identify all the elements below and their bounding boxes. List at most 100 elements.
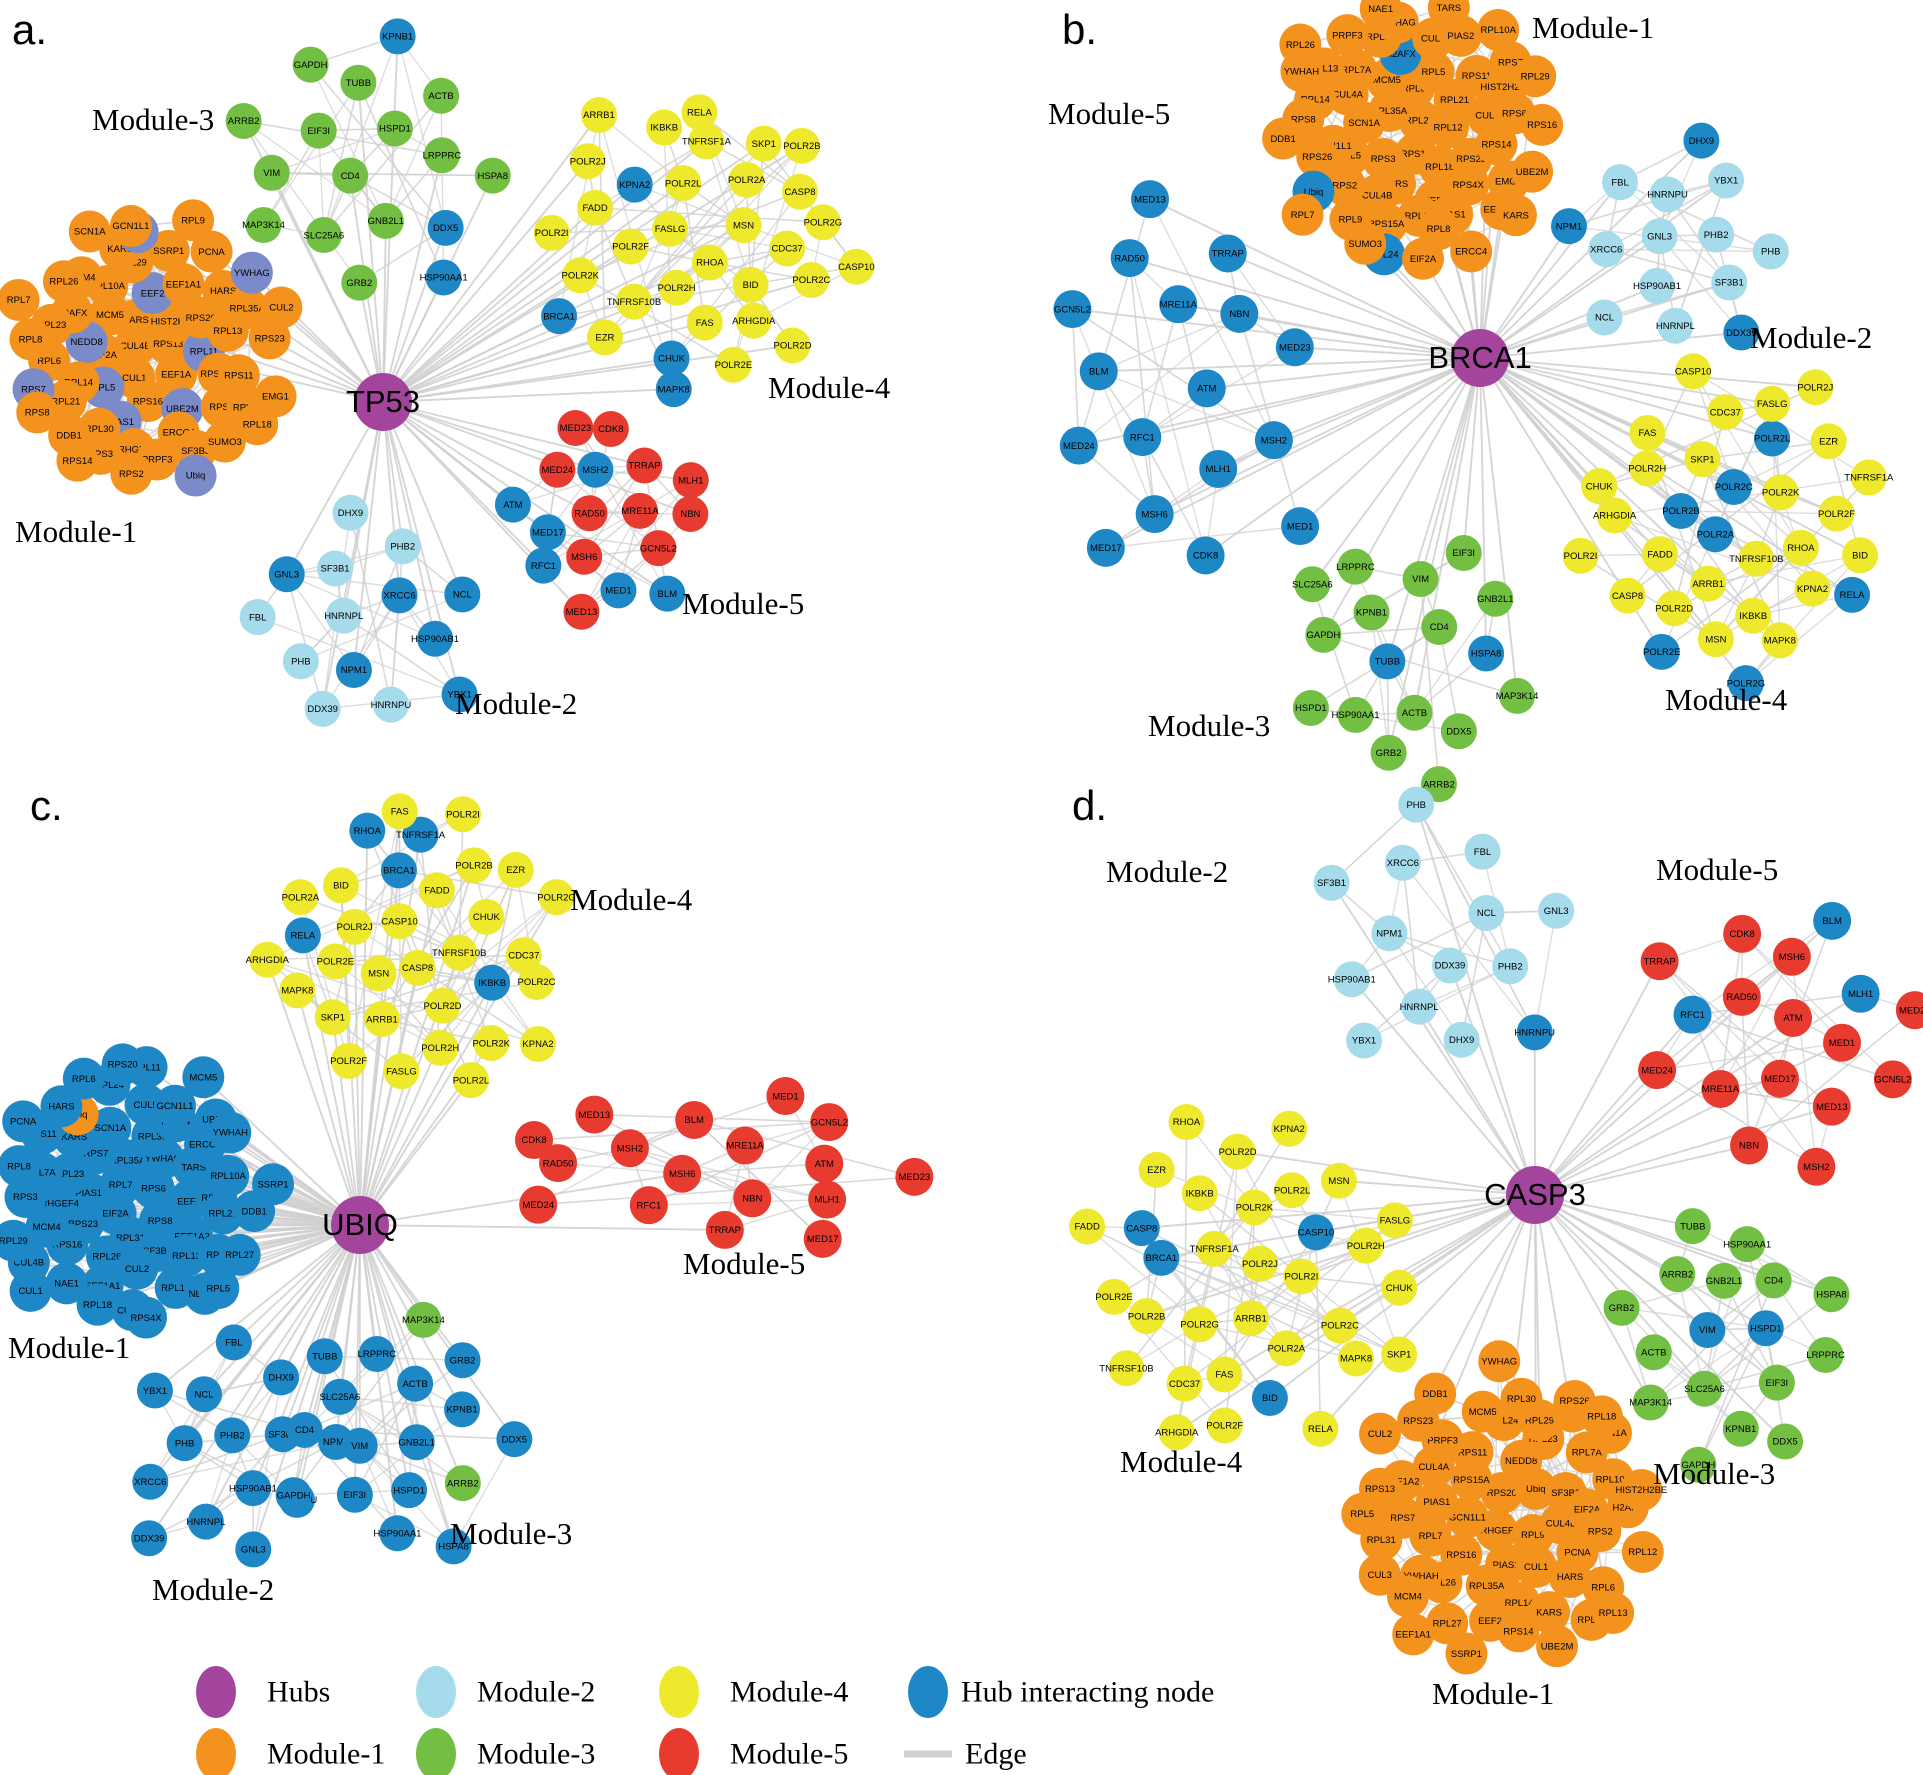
node-YWHAH: YWHAH [209, 1111, 252, 1154]
node-BID: BID [1251, 1379, 1288, 1416]
node-RPS14: RPS14 [1497, 1610, 1540, 1653]
hub-circle-UBIQ [331, 1196, 389, 1254]
node-circle-MED1 [1823, 1023, 1862, 1062]
node-circle-MSN [1697, 621, 1734, 658]
edge [1402, 862, 1536, 1033]
edge [594, 1113, 753, 1199]
node-circle-GNB2L1 [1705, 1262, 1742, 1299]
node-HSP90AA1: HSP90AA1 [373, 1515, 421, 1552]
node-circle-CDK8 [592, 411, 629, 448]
node-circle-FADD [1642, 536, 1679, 573]
node-circle-CUL3 [1358, 1553, 1401, 1596]
node-POLR2K: POLR2K [472, 1025, 511, 1062]
node-label-RPS23: RPS23 [255, 334, 285, 345]
node-label-BRCA1: BRCA1 [1146, 1253, 1178, 1264]
node-circle-DDX5 [1767, 1423, 1804, 1460]
node-DDB1: DDB1 [1414, 1372, 1457, 1415]
node-circle-KPNB1 [444, 1391, 481, 1428]
hub-edge [252, 1224, 361, 1550]
edge [271, 172, 493, 177]
node-label-RPS15A: RPS15A [1453, 1475, 1490, 1486]
node-label-CUL4B: CUL4B [120, 341, 151, 352]
node-circle-MED23 [557, 410, 594, 447]
legend-label-module-2: Module-2 [477, 1676, 595, 1709]
node-label-IKBKB: IKBKB [1739, 611, 1767, 622]
node-PHB2: PHB2 [1698, 216, 1735, 253]
node-DDX5: DDX5 [1767, 1423, 1804, 1460]
hub-edge [1149, 198, 1481, 359]
node-circle-RPL7 [1281, 193, 1324, 236]
node-circle-FBL [239, 599, 276, 636]
node-POLR2C: POLR2C [792, 262, 831, 299]
edge [633, 179, 748, 303]
node-BID: BID [1842, 537, 1879, 574]
edge [1659, 960, 1833, 1108]
hub-edge [1227, 252, 1481, 359]
legend-swatch-module3 [416, 1728, 456, 1775]
node-label-EZR: EZR [1147, 1165, 1166, 1176]
node-SCN1A: SCN1A [89, 1106, 132, 1149]
node-circle-RPL7A [1335, 48, 1378, 91]
node-circle-MAP3K14 [1632, 1384, 1669, 1421]
node-circle-BID [1842, 537, 1879, 574]
node-circle-RPL5 [1341, 1492, 1384, 1535]
node-circle-NBN [1220, 294, 1259, 333]
node-label-MSH6: MSH6 [1779, 952, 1805, 963]
node-MLH1: MLH1 [1199, 449, 1238, 488]
node-circle-EIF3I [1445, 535, 1482, 572]
node-label-GRB2: GRB2 [346, 278, 372, 289]
edge [1746, 1243, 1827, 1356]
node-label-PHB: PHB [1406, 800, 1426, 811]
edge [252, 1377, 282, 1550]
node-label-RPL13: RPL13 [213, 326, 242, 337]
edge [262, 130, 320, 226]
hub-edge [1237, 1150, 1536, 1196]
node-circle-POLR2K [1236, 1189, 1273, 1226]
node-label-CHUK: CHUK [473, 912, 501, 923]
edge [633, 145, 803, 303]
edge [1580, 555, 1717, 640]
node-circle-CDC37 [1707, 394, 1744, 431]
node-POLR2H: POLR2H [421, 1029, 459, 1066]
node-label-TNFRSF1A: TNFRSF1A [1190, 1244, 1240, 1255]
node-label-POLR2C: POLR2C [518, 977, 556, 988]
node-label-MRE11A: MRE11A [1702, 1084, 1740, 1095]
node-circle-PHB2 [1698, 216, 1735, 253]
node-DDX5: DDX5 [1440, 713, 1477, 750]
node-GNL3: GNL3 [1538, 892, 1575, 929]
node-label-RPL5: RPL5 [1350, 1509, 1374, 1520]
node-circle-CDK8 [515, 1121, 554, 1160]
node-RPS20: RPS20 [101, 1043, 144, 1086]
node-TUBB: TUBB [340, 64, 377, 101]
node-label-MLH1: MLH1 [1206, 464, 1231, 475]
node-FASLG: FASLG [383, 1053, 420, 1090]
node-RPS16: RPS16 [1521, 103, 1564, 146]
node-label-MCM5: MCM5 [1469, 1407, 1497, 1418]
hub-edge [1141, 1194, 1536, 1230]
edge [1072, 308, 1275, 441]
node-circle-IKBKB [646, 109, 683, 146]
node-label-TRRAP: TRRAP [709, 1225, 741, 1236]
node-label-TRRAP: TRRAP [1643, 956, 1675, 967]
node-label-GNL3: GNL3 [274, 569, 299, 580]
node-RHOA: RHOA [1782, 529, 1819, 566]
node-label-POLR2G: POLR2G [1727, 678, 1766, 689]
node-label-CD4: CD4 [295, 1425, 314, 1436]
node-circle-POLR2F [1206, 1407, 1243, 1444]
node-DDX39: DDX39 [304, 690, 341, 727]
node-circle-MRE11A [621, 492, 658, 529]
edge [458, 814, 464, 953]
node-label-DDX39: DDX39 [1435, 961, 1466, 972]
node-POLR2B: POLR2B [783, 127, 821, 164]
node-RPL5: RPL5 [197, 1267, 240, 1310]
node-label-ARHGEF4: ARHGEF4 [1474, 1526, 1519, 1537]
node-label-MED17: MED17 [1090, 543, 1122, 554]
node-MED24: MED24 [539, 451, 576, 488]
node-label-RPS2: RPS2 [206, 1250, 231, 1261]
edge [1673, 411, 1726, 609]
node-GNL3: GNL3 [1641, 218, 1678, 255]
node-ATM: ATM [805, 1144, 844, 1183]
node-label-PHB2: PHB2 [1704, 230, 1729, 241]
node-BRCA1: BRCA1 [541, 298, 578, 335]
node-RPL30: RPL30 [1500, 1377, 1543, 1420]
